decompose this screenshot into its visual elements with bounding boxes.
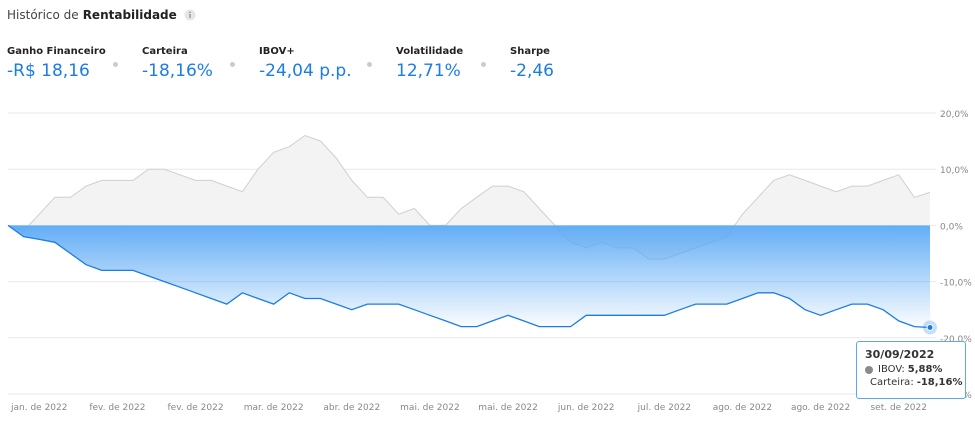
y-tick-label: 0,0% (940, 222, 963, 232)
metric: Ganho Financeiro -R$ 18,16 (7, 46, 113, 81)
x-tick-label: set. de 2022 (870, 403, 927, 413)
x-tick-label: mai. de 2022 (400, 403, 460, 413)
x-tick-label: mai. de 2022 (478, 403, 538, 413)
x-tick-label: abr. de 2022 (323, 403, 380, 413)
separator (230, 62, 235, 67)
separator (113, 62, 118, 67)
metric-value: 12,71% (396, 61, 461, 81)
y-tick-label: 10,0% (940, 166, 969, 176)
metric-value: -R$ 18,16 (7, 61, 90, 81)
metric: Sharpe -2,46 (510, 46, 570, 81)
metrics: Ganho Financeiro -R$ 18,16 Carteira -18,16%… (7, 46, 570, 81)
x-tick-label: jul. de 2022 (637, 403, 691, 413)
separator (481, 62, 486, 67)
tooltip-date: 30/09/2022 (865, 348, 935, 361)
metric-label: Volatilidade (396, 46, 464, 57)
metric-value: -18,16% (142, 61, 213, 81)
tooltip-row: Carteira: -18,16% (865, 377, 963, 388)
line (7, 224, 931, 329)
header: Histórico de Rentabilidade (7, 8, 196, 22)
metric-value: -2,46 (510, 61, 554, 81)
tooltip-label: IBOV: (878, 364, 905, 375)
separator (367, 62, 372, 67)
tooltip-value: -18,16% (916, 377, 963, 388)
y-tick-label: -10,0% (940, 279, 972, 289)
metric: IBOV+ -24,04 p.p. (259, 46, 367, 81)
x-tick-label: jan. de 2022 (10, 403, 67, 413)
x-tick-label: fev. de 2022 (89, 403, 145, 413)
metric-label: Sharpe (510, 46, 550, 57)
tooltip-label: Carteira: (870, 377, 914, 388)
x-tick-label: jun. de 2022 (557, 403, 615, 413)
line (7, 134, 931, 260)
metric: Carteira -18,16% (142, 46, 230, 81)
tooltip-swatch (865, 365, 873, 374)
metric-value: -24,04 p.p. (259, 61, 352, 81)
y-tick-label: 20,0% (940, 110, 969, 120)
metric-label: Ganho Financeiro (7, 46, 106, 57)
metric-label: IBOV+ (259, 46, 295, 57)
metric-label: Carteira (142, 46, 188, 57)
x-tick-label: fev. de 2022 (167, 403, 223, 413)
tooltip-value: 5,88% (907, 364, 943, 375)
y-tick-label: -20,0% (940, 335, 972, 345)
info-icon[interactable] (184, 9, 196, 21)
tooltip-row: IBOV: 5,88% (865, 364, 957, 375)
tooltip: 30/09/2022 IBOV: 5,88% Carteira: -18,16% (856, 341, 966, 399)
metric: Volatilidade 12,71% (396, 46, 481, 81)
x-tick-label: ago. de 2022 (713, 403, 772, 413)
title-bold: Rentabilidade (82, 8, 177, 22)
x-tick-label: mar. de 2022 (244, 403, 304, 413)
x-tick-label: ago. de 2022 (791, 403, 850, 413)
title: Histórico de (7, 8, 79, 22)
highlight-point (926, 323, 934, 331)
area (8, 225, 930, 328)
